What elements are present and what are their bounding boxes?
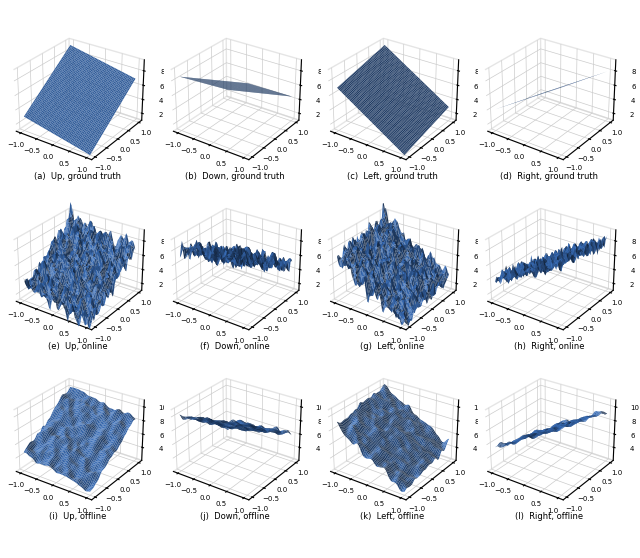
Text: (k)  Left, offline: (k) Left, offline: [360, 512, 424, 521]
Text: (g)  Left, online: (g) Left, online: [360, 342, 424, 351]
Text: (l)  Right, offline: (l) Right, offline: [515, 512, 584, 521]
Text: (c)  Left, ground truth: (c) Left, ground truth: [347, 172, 438, 181]
Text: (i)  Up, offline: (i) Up, offline: [49, 512, 106, 521]
Text: (d)  Right, ground truth: (d) Right, ground truth: [500, 172, 598, 181]
Text: (j)  Down, offline: (j) Down, offline: [200, 512, 270, 521]
Text: (a)  Up, ground truth: (a) Up, ground truth: [35, 172, 122, 181]
Text: (h)  Right, online: (h) Right, online: [514, 342, 584, 351]
Text: (e)  Up, online: (e) Up, online: [48, 342, 108, 351]
Text: (f)  Down, online: (f) Down, online: [200, 342, 270, 351]
Text: (b)  Down, ground truth: (b) Down, ground truth: [185, 172, 285, 181]
